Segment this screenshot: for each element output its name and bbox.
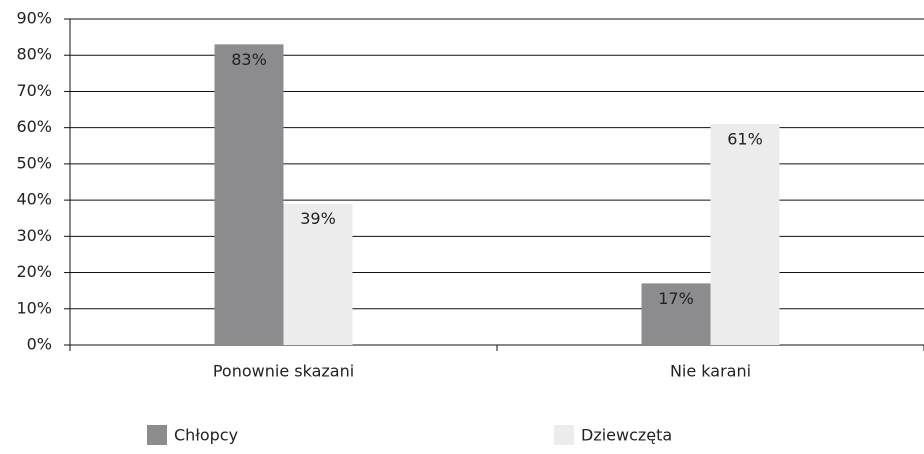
bar [214, 44, 284, 345]
data-label: 17% [658, 289, 694, 308]
legend-swatch [554, 425, 574, 445]
bar [641, 283, 711, 345]
x-tick-label: Nie karani [670, 362, 751, 381]
y-tick-label: 60% [16, 117, 52, 136]
y-tick-label: 20% [16, 262, 52, 281]
legend-label: Dziewczęta [581, 426, 672, 445]
bar [710, 124, 780, 346]
y-tick-label: 30% [16, 226, 52, 245]
y-tick-label: 90% [16, 9, 52, 28]
data-label: 83% [231, 50, 267, 69]
legend-swatch [147, 425, 167, 445]
x-tick-label: Ponownie skazani [213, 362, 354, 381]
data-label: 61% [727, 130, 763, 149]
y-tick-label: 70% [16, 81, 52, 100]
y-tick-label: 40% [16, 190, 52, 209]
bar [283, 203, 353, 345]
y-tick-label: 0% [27, 335, 52, 354]
legend-label: Chłopcy [174, 426, 238, 445]
y-tick-label: 80% [16, 45, 52, 64]
data-label: 39% [300, 209, 336, 228]
y-tick-label: 50% [16, 153, 52, 172]
y-tick-label: 10% [16, 298, 52, 317]
